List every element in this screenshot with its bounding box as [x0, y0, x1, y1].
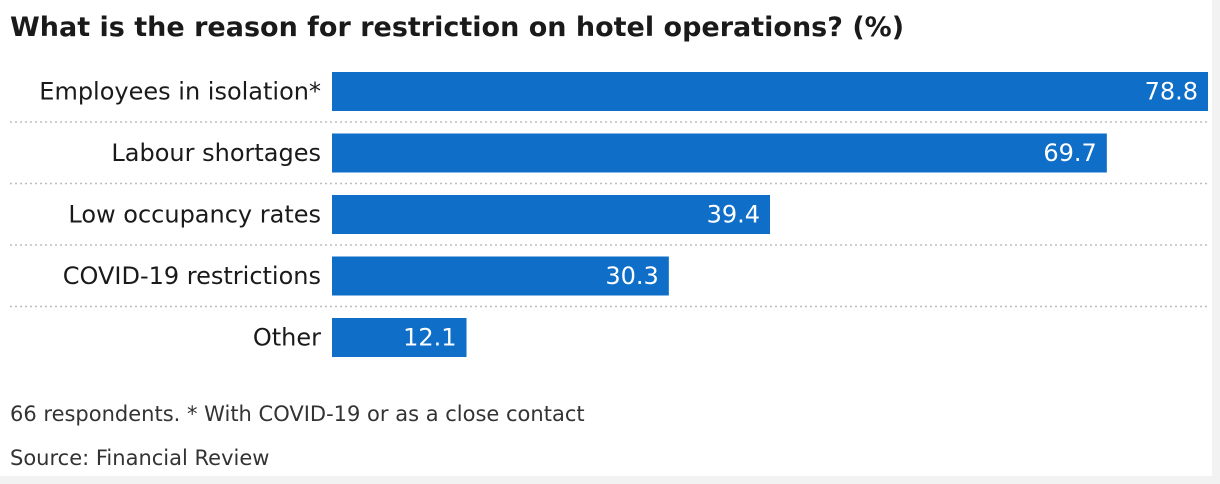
bar: [332, 133, 1107, 173]
category-label: COVID-19 restrictions: [63, 262, 321, 290]
bar: [332, 318, 467, 357]
bar: [332, 256, 669, 296]
category-label: Other: [253, 324, 321, 352]
category-label: Employees in isolation*: [39, 78, 321, 106]
chart-card: What is the reason for restriction on ho…: [0, 0, 1212, 476]
footnote: 66 respondents. * With COVID-19 or as a …: [10, 402, 585, 426]
data-label: 30.3: [605, 262, 658, 290]
category-label: Labour shortages: [111, 139, 321, 167]
category-label: Low occupancy rates: [68, 201, 321, 229]
data-label: 39.4: [707, 201, 760, 229]
source-note: Source: Financial Review: [10, 446, 270, 470]
bar: [332, 72, 1208, 111]
data-label: 78.8: [1145, 78, 1198, 106]
data-label: 12.1: [403, 324, 456, 352]
chart-title: What is the reason for restriction on ho…: [10, 12, 905, 43]
data-label: 69.7: [1043, 139, 1096, 167]
bar: [332, 195, 770, 234]
bar-chart: Employees in isolation* 78.8 Labour shorta…: [10, 72, 1208, 357]
